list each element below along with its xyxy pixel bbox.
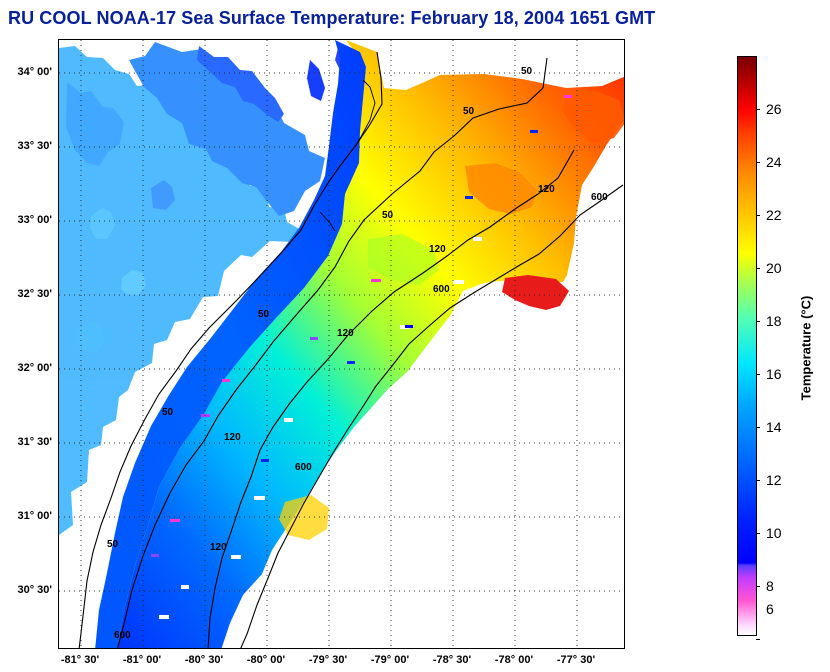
svg-text:120: 120 bbox=[210, 542, 227, 553]
svg-text:120: 120 bbox=[538, 184, 555, 195]
colorbar-tick-26 bbox=[756, 109, 760, 110]
longitude-label-80-30: -80° 30' bbox=[184, 654, 224, 666]
colorbar-label-20: 20 bbox=[766, 260, 782, 276]
map-canvas: 50 50 50 50 50 50 120 120 120 120 120 60… bbox=[59, 40, 624, 648]
colorbar-label-18: 18 bbox=[766, 313, 782, 329]
longitude-label-78-30: -78° 30' bbox=[432, 654, 472, 666]
colorbar-tick-14 bbox=[756, 427, 760, 428]
svg-text:120: 120 bbox=[224, 432, 241, 443]
colorbar-tick-12 bbox=[756, 480, 760, 481]
svg-text:50: 50 bbox=[107, 539, 119, 550]
svg-text:600: 600 bbox=[295, 462, 312, 473]
colorbar-tick-8 bbox=[756, 586, 760, 587]
latitude-label-32-30: 32° 30' bbox=[17, 288, 52, 300]
colorbar-tick-22 bbox=[756, 215, 760, 216]
latitude-label-31-30: 31° 30' bbox=[17, 436, 52, 448]
inland-water-pattern bbox=[59, 42, 346, 535]
svg-text:50: 50 bbox=[382, 210, 394, 221]
latitude-label-31-00: 31° 00' bbox=[17, 510, 52, 522]
latitude-label-32-00: 32° 00' bbox=[17, 362, 52, 374]
nearshore-cool-band bbox=[95, 40, 366, 648]
colorbar-label-8: 8 bbox=[766, 578, 774, 594]
svg-text:50: 50 bbox=[162, 407, 174, 418]
longitude-label-79-30: -79° 30' bbox=[308, 654, 348, 666]
svg-text:600: 600 bbox=[433, 284, 450, 295]
svg-text:50: 50 bbox=[463, 106, 475, 117]
coastline bbox=[78, 51, 383, 648]
colorbar-label-16: 16 bbox=[766, 366, 782, 382]
temperature-colorbar bbox=[737, 56, 757, 636]
colorbar-label-22: 22 bbox=[766, 207, 782, 223]
colorbar-label-6: 6 bbox=[766, 601, 774, 617]
colorbar-tick-20 bbox=[756, 268, 760, 269]
svg-text:50: 50 bbox=[258, 309, 270, 320]
colorbar-label-10: 10 bbox=[766, 525, 782, 541]
page-title: RU COOL NOAA-17 Sea Surface Temperature:… bbox=[8, 8, 656, 28]
svg-text:120: 120 bbox=[337, 328, 354, 339]
cloud-noise-marks bbox=[151, 95, 572, 619]
sst-map: 50 50 50 50 50 50 120 120 120 120 120 60… bbox=[58, 39, 625, 649]
colorbar-tick-10 bbox=[756, 533, 760, 534]
colorbar-tick-16 bbox=[756, 374, 760, 375]
mid-shelf-green-feature bbox=[368, 234, 439, 285]
longitude-label-78-00: -78° 00' bbox=[494, 654, 534, 666]
map-gridlines bbox=[59, 40, 624, 648]
temperature-axis-label: Temperature (°C) bbox=[798, 295, 814, 401]
colorbar-label-26: 26 bbox=[766, 101, 782, 117]
colorbar-tick-18 bbox=[756, 321, 760, 322]
latitude-label-33-00: 33° 00' bbox=[17, 214, 52, 226]
longitude-label-80-00: -80° 00' bbox=[246, 654, 286, 666]
colorbar-label-14: 14 bbox=[766, 419, 782, 435]
latitude-label-34-00: 34° 00' bbox=[17, 66, 52, 78]
longitude-label-81-30: -81° 30' bbox=[60, 654, 100, 666]
warm-feature-central bbox=[465, 163, 537, 214]
warm-eddy bbox=[502, 275, 569, 310]
svg-text:50: 50 bbox=[521, 66, 533, 77]
longitude-label-81-00: -81° 00' bbox=[122, 654, 162, 666]
latitude-label-33-30: 33° 30' bbox=[17, 140, 52, 152]
temperature-colorbar-ticks: 26 24 22 20 18 16 14 12 10 8 6 bbox=[756, 56, 796, 640]
colorbar-label-24: 24 bbox=[766, 154, 782, 170]
colorbar-label-12: 12 bbox=[766, 472, 782, 488]
depth-contours: 50 50 50 50 50 50 120 120 120 120 120 60… bbox=[107, 57, 624, 648]
colorbar-tick-24 bbox=[756, 162, 760, 163]
colorbar-tick-6 bbox=[756, 639, 760, 640]
longitude-label-77-30: -77° 30' bbox=[556, 654, 596, 666]
svg-text:600: 600 bbox=[591, 192, 608, 203]
svg-text:120: 120 bbox=[429, 244, 446, 255]
longitude-label-79-00: -79° 00' bbox=[370, 654, 410, 666]
latitude-label-30-30: 30° 30' bbox=[17, 584, 52, 596]
svg-text:600: 600 bbox=[114, 630, 131, 641]
